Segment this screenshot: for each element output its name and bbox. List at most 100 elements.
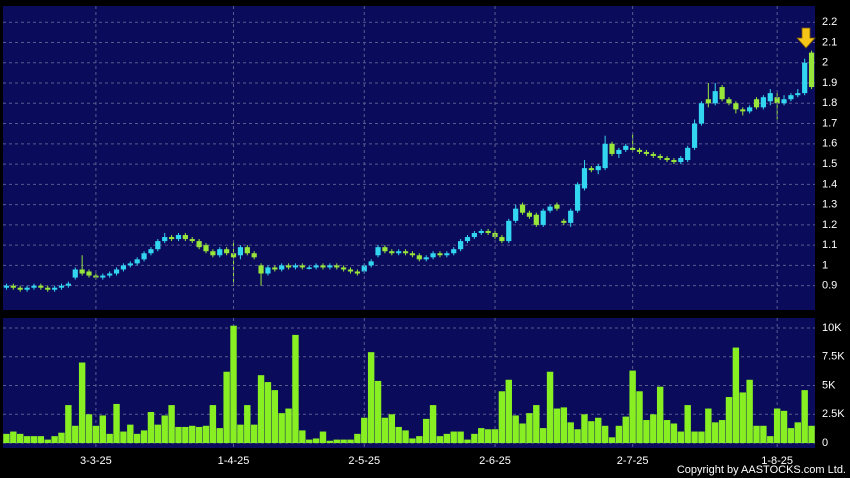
candle-body [72, 269, 78, 278]
volume-bar [643, 420, 650, 444]
candle-body [217, 249, 223, 256]
volume-bar [767, 436, 774, 444]
candle-body [595, 166, 601, 171]
volume-bar [127, 424, 134, 444]
y-tick-label: 0 [822, 437, 828, 449]
volume-bar [608, 437, 616, 444]
y-tick-label: 1 [822, 259, 828, 271]
volume-bar [705, 408, 712, 444]
candle-body [664, 158, 670, 161]
candle-body [3, 285, 10, 288]
candle-body [540, 210, 546, 225]
volume-bar [794, 422, 801, 444]
y-tick-label: 1.1 [822, 239, 837, 251]
candle-body [643, 151, 650, 154]
y-tick-label: 2 [822, 57, 828, 69]
candle-body [306, 267, 312, 269]
volume-bar [574, 429, 581, 444]
candle-body [409, 253, 416, 256]
candle-body [685, 147, 691, 161]
volume-bar [601, 425, 609, 444]
x-tick-label: 2-6-25 [479, 455, 511, 467]
y-tick-label: 2.2 [822, 16, 837, 28]
volume-bar [395, 426, 402, 444]
volume-bar [285, 408, 292, 444]
volume-bar [464, 439, 471, 444]
volume-bar [3, 433, 10, 444]
y-tick-label: 1.7 [822, 117, 837, 129]
volume-bar [381, 417, 389, 444]
volume-bar [553, 408, 561, 444]
candle-body [258, 265, 264, 274]
candle-body [788, 95, 794, 100]
volume-bar [333, 439, 340, 444]
candle-body [506, 220, 512, 242]
candle-body [354, 271, 360, 274]
volume-bar [677, 431, 685, 444]
x-tick-label: 1-8-25 [761, 455, 793, 467]
candle-body [691, 123, 698, 148]
candle-body [554, 204, 560, 209]
candle-body [650, 153, 656, 156]
plot-layer: 0.9 1 1.1 1.2 1.3 1.4 1.5 1.6 1.7 1.8 1.9 2 2.1 2.2 0 2… [3, 6, 845, 467]
y-tick-label: 1.2 [822, 219, 837, 231]
volume-bar [78, 362, 86, 444]
price-panel [3, 6, 815, 310]
candle-body [636, 149, 643, 152]
candle-body [402, 251, 409, 254]
volume-bar [718, 420, 726, 444]
volume-bar [546, 371, 554, 444]
volume-bar [560, 407, 568, 444]
candle-body [265, 267, 271, 274]
volume-bar [51, 436, 58, 444]
volume-bar [195, 426, 203, 444]
volume-bar [491, 429, 499, 444]
y-tick-label: 1.3 [822, 199, 837, 211]
candle-body [148, 249, 154, 254]
volume-bar [581, 414, 588, 444]
candle-body [781, 99, 787, 104]
x-tick-label: 2-7-25 [617, 455, 649, 467]
candle-body [224, 249, 230, 254]
volume-bar [670, 423, 678, 444]
volume-bar [168, 405, 175, 444]
volume-bar [773, 408, 781, 444]
x-tick-label: 3-3-25 [80, 455, 112, 467]
volume-bar [505, 379, 512, 444]
candle-body [382, 247, 388, 252]
volume-bar [663, 420, 671, 444]
candle-body [347, 269, 354, 272]
volume-bar [588, 421, 595, 444]
volume-bar [154, 424, 162, 444]
volume-bar [780, 410, 788, 444]
candle-body [430, 253, 436, 258]
volume-bar [526, 413, 533, 444]
candle-body [719, 87, 725, 100]
candle-body [416, 255, 422, 260]
volume-bar [161, 415, 168, 444]
volume-bar [423, 418, 430, 444]
volume-bar [30, 436, 38, 444]
candle-body [45, 287, 51, 290]
volume-bar [436, 436, 444, 444]
volume-panel [3, 318, 815, 448]
volume-bar [416, 436, 423, 444]
volume-bar [760, 425, 767, 444]
candle-body [127, 263, 133, 266]
candle-body [533, 214, 539, 225]
candle-body [120, 265, 127, 270]
candle-body [423, 257, 429, 260]
candle-body [52, 287, 58, 290]
candle-body [244, 247, 250, 254]
candle-body [616, 149, 622, 154]
volume-bar [354, 433, 361, 444]
volume-bar [113, 403, 120, 444]
volume-bar [725, 397, 733, 444]
candle-body [458, 241, 464, 250]
volume-bar [299, 430, 306, 444]
volume-bar [120, 431, 127, 444]
volume-bar [450, 431, 457, 444]
candle-body [230, 253, 237, 258]
y-tick-label: 2.5K [822, 408, 845, 420]
